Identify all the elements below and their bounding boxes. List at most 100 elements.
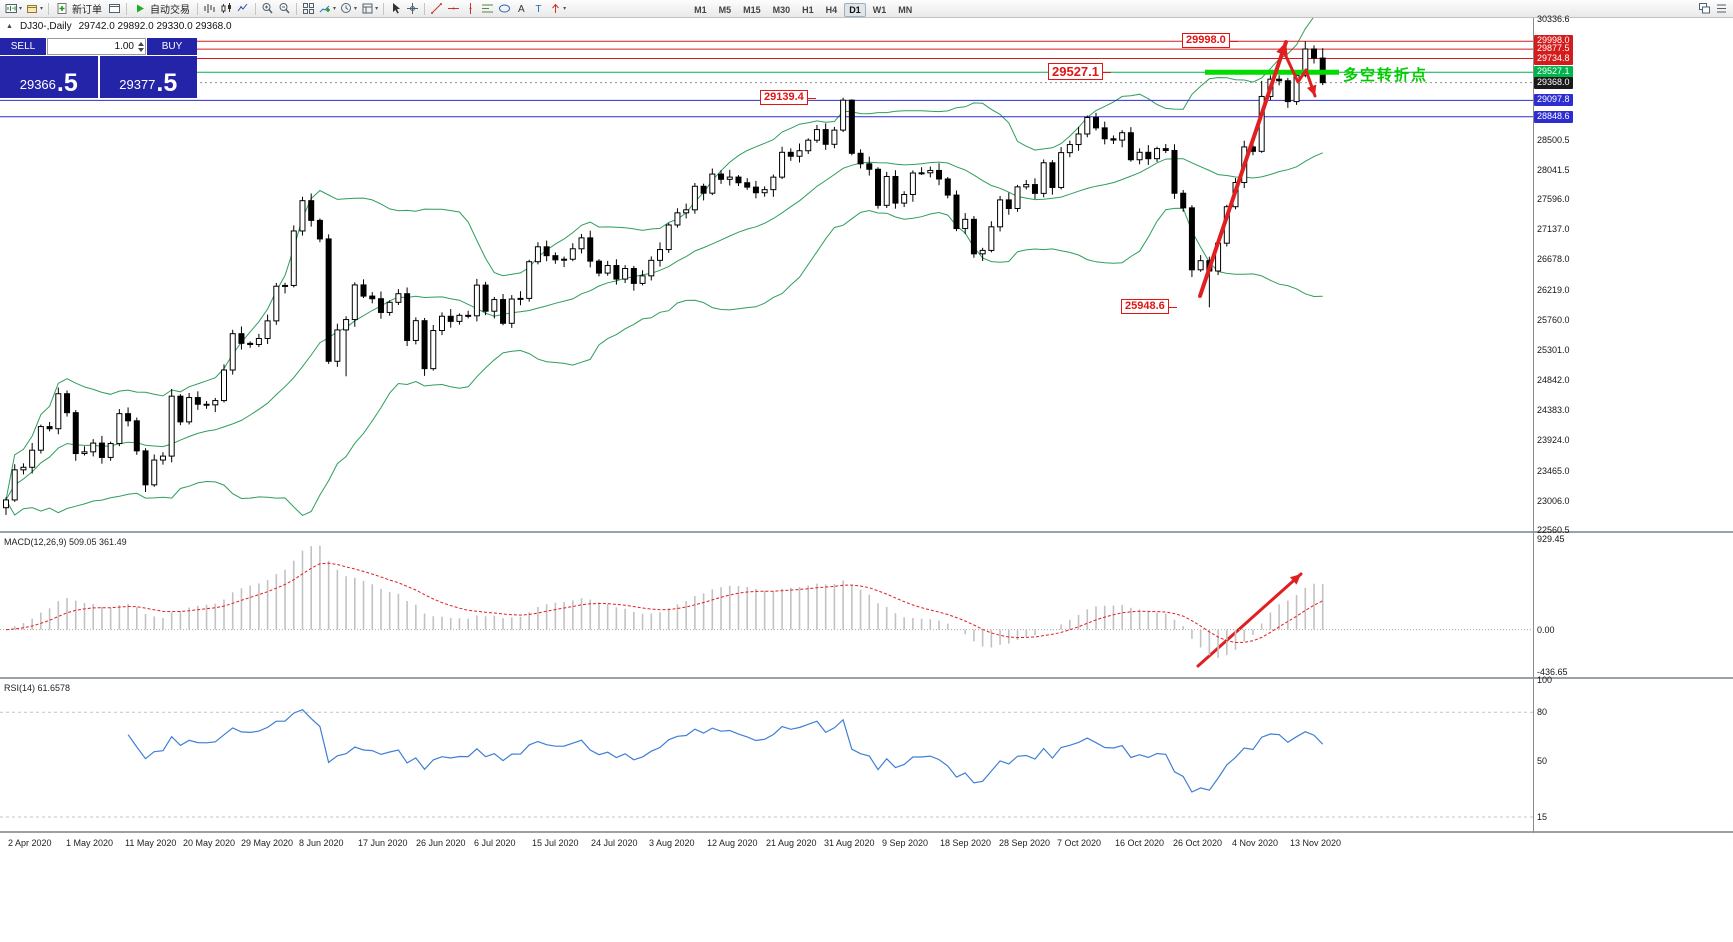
zoom-out-icon[interactable] [276,1,293,17]
candle-body [1171,149,1178,194]
candle-body [595,260,602,274]
ohlc-values: 29742.0 29892.0 29330.0 29368.0 [78,21,232,32]
rsi-tick: 80 [1537,707,1548,717]
trendline-icon[interactable] [428,1,445,17]
tf-button-M1[interactable]: M1 [694,4,707,15]
trend-arrow[interactable] [1198,40,1288,298]
price-tick: 22560.5 [1537,525,1570,535]
volume-down-icon[interactable] [137,47,144,52]
trend-arrow[interactable] [1196,572,1303,668]
candle-body [386,301,393,313]
symbol-period-label: DJ30-,Daily [19,21,72,32]
buy-price[interactable]: 29377 .5 [99,56,197,98]
tf-button-H4[interactable]: H4 [825,4,838,15]
tf-button-M5[interactable]: M5 [718,4,732,15]
price-tick: 27596.0 [1537,194,1570,204]
fibonacci-icon[interactable] [479,1,496,17]
new-order-button[interactable]: 新订单 [52,1,106,17]
rsi-tick: 50 [1537,756,1548,766]
cascade-windows-icon[interactable] [1696,1,1713,17]
candle-body [665,224,672,251]
candle-body [90,442,97,453]
candle-body [552,255,559,261]
tf-button-D1[interactable]: D1 [844,2,866,17]
toolbar-separator [197,2,199,15]
macd-panel[interactable] [0,533,1533,677]
volume-up-icon[interactable] [137,41,144,46]
buy-price-pip: .5 [156,69,178,97]
candle-body [1154,148,1161,160]
text-icon[interactable]: A [513,1,530,17]
candle-body [133,420,140,452]
price-badge: 28848.6 [1534,111,1573,123]
price-badge: 29877.5 [1534,43,1573,55]
turning-point-annotation[interactable]: 多空转折点 [1343,67,1429,84]
candle-body [412,320,419,341]
buy-button[interactable]: BUY [147,38,197,55]
candle-body [81,451,88,455]
profiles-icon[interactable]: ▾ [24,1,45,17]
chart-window-icon[interactable] [106,1,123,17]
new-chart-icon[interactable]: ▾ [3,1,24,17]
candle-body [151,459,158,486]
candle-body [360,284,367,297]
periods-icon[interactable]: ▾ [338,1,359,17]
candle-body [351,284,358,321]
candle-body [299,200,306,232]
vertical-line-icon[interactable] [462,1,479,17]
window-list-icon[interactable] [1713,1,1730,17]
tile-windows-icon[interactable] [300,1,317,17]
rsi-panel[interactable] [0,679,1533,831]
cursor-icon[interactable] [387,1,404,17]
candle-body [168,395,175,457]
macd-label: MACD(12,26,9) 509.05 361.49 [4,537,127,547]
arrows-icon[interactable]: ▾ [547,1,568,17]
zoom-in-icon[interactable] [259,1,276,17]
time-axis[interactable] [0,833,1733,857]
tf-button-M30[interactable]: M30 [772,4,791,15]
panel-divider[interactable] [0,677,1733,679]
tf-button-MN[interactable]: MN [898,4,913,15]
candle-body [840,99,847,131]
candle-body [718,173,725,180]
volume-stepper[interactable] [136,41,145,52]
price-axis-border[interactable] [1533,18,1534,833]
candle-body [857,152,864,165]
tf-button-M15[interactable]: M15 [743,4,761,15]
sell-price[interactable]: 29366 .5 [0,56,98,98]
trend-arrow[interactable] [1282,50,1317,98]
tf-button-H1[interactable]: H1 [802,4,814,15]
toolbar-separator [424,2,426,15]
panel-divider[interactable] [0,531,1733,533]
shapes-icon[interactable] [496,1,513,17]
macd-tick: 0.00 [1537,625,1555,635]
candle-body [648,259,655,277]
line-chart-icon[interactable] [235,1,252,17]
price-tick: 28500.5 [1537,135,1570,145]
candle-body [1005,199,1012,209]
candle-body [1119,132,1126,141]
candle-body [796,150,803,157]
candle-body [64,393,71,414]
candle-body [1101,127,1108,140]
macd-signal-line [5,562,1323,644]
candle-body [752,186,759,194]
candle-body [273,285,280,322]
indicators-icon[interactable]: ▾ [317,1,338,17]
candlestick-chart-icon[interactable] [218,1,235,17]
tf-button-W1[interactable]: W1 [872,4,887,15]
volume-input[interactable]: 1.00 [47,38,146,55]
candle-body [439,315,445,332]
autotrading-button[interactable]: 自动交易 [130,1,194,17]
label-icon[interactable]: T [530,1,547,17]
templates-icon[interactable]: ▾ [359,1,380,17]
crosshair-icon[interactable] [404,1,421,17]
price-tick: 23006.0 [1537,496,1570,506]
sell-button[interactable]: SELL [0,38,46,55]
main-chart-panel[interactable] [0,18,1533,531]
toolbar-separator [383,2,385,15]
candle-body [1302,48,1309,76]
bar-chart-icon[interactable] [201,1,218,17]
horizontal-line-icon[interactable] [445,1,462,17]
candle-body [290,230,297,286]
